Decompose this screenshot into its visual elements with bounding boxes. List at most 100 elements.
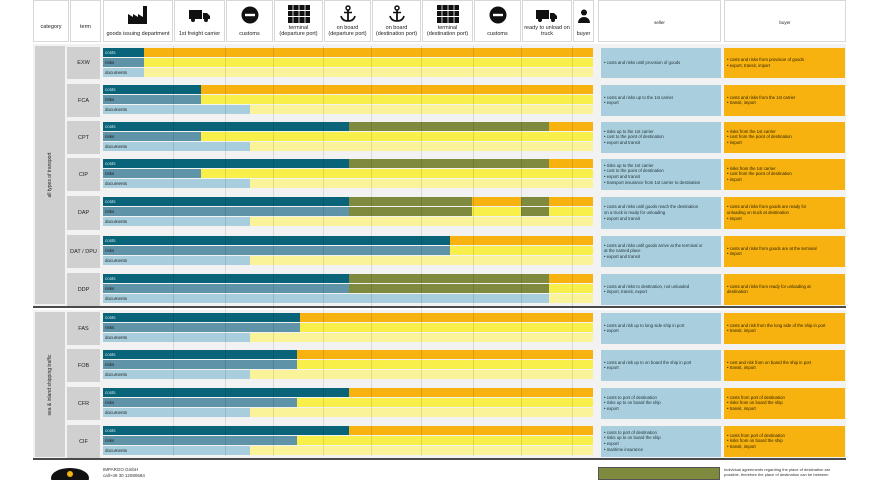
seller-obligation-line: • costs and risk up to long side ship in…: [604, 322, 685, 328]
buyer-obligation-line: • import: [727, 251, 742, 257]
header-stage-goods-issuing: goods issuing department: [103, 0, 173, 42]
term-dap: DAP: [67, 196, 100, 230]
risks-bar-segment: risks: [103, 323, 300, 332]
buyer-obligation-line: • import: [727, 215, 742, 221]
seller-obligation-line: • export: [604, 100, 619, 106]
seller-obligation-line: • cost to the point of destination: [604, 168, 664, 174]
category-all-transport: all types of transport: [35, 46, 65, 304]
seller-obligations: • costs to port of destination • risks up…: [601, 426, 721, 457]
documents-bar-segment: documents: [103, 370, 250, 379]
risks-bar-segment: risks: [103, 398, 297, 407]
seller-obligations: • costs and risks until provision of goo…: [601, 48, 721, 78]
term-cif: CIF: [67, 425, 100, 458]
seller-obligation-line: • costs and risks until goods reach the …: [604, 204, 699, 209]
risks-bar-segment: [297, 436, 593, 445]
buyer-obligations: • costs and risks from goods are at the …: [724, 236, 845, 267]
buyer-obligation-line: • costs and risk from the long side of t…: [727, 322, 826, 328]
risks-bar-segment: risks: [103, 58, 144, 67]
anchor-icon: [388, 5, 406, 26]
flexible-note: Individual agreements regarding the plac…: [724, 467, 831, 478]
risks-bar-segment: [201, 169, 593, 178]
buyer-obligations: • costs and risk from the long side of t…: [724, 313, 845, 344]
risks-bar-segment: risks: [103, 207, 349, 216]
anchor-icon: [339, 5, 357, 26]
buyer-obligations: • costs and risks from the 1st carrier • …: [724, 85, 845, 116]
buyer-obligations: • risks from the 1st carrier • cost from …: [724, 159, 845, 190]
seller-obligations: • risks up to the 1st carrier • cost to t…: [601, 122, 721, 153]
header-stage-onboard-destination: on board (destination port): [372, 0, 421, 42]
header-stage-customs-1: customs: [226, 0, 273, 42]
risks-bar-segment: risks: [103, 284, 349, 293]
header-stage-ready-to-unload: ready to unload on truck: [522, 0, 572, 42]
term-ddp: DDP: [67, 273, 100, 306]
documents-bar-segment: [250, 333, 593, 342]
documents-bar-segment: [250, 370, 593, 379]
buyer-obligations: • costs and risks from provision of good…: [724, 48, 845, 78]
buyer-obligation-line: • costs from port of destination: [727, 432, 785, 438]
stage-divider: [173, 46, 174, 456]
buyer-obligations: • costs and risks from goods are ready f…: [724, 197, 845, 229]
seller-obligation-line: on a truck is ready for unloading: [604, 209, 666, 215]
documents-bar-segment: documents: [103, 294, 549, 303]
stage-divider: [473, 46, 474, 456]
seller-obligation-line: • costs to port of destination: [604, 394, 657, 400]
costs-bar-segment: costs: [103, 48, 144, 57]
risks-bar-segment: [201, 132, 593, 141]
risks-bar-segment: [450, 246, 593, 255]
seller-obligation-line: • transport insurance from 1st carrier t…: [604, 179, 701, 185]
costs-bar-segment: costs: [103, 350, 297, 359]
person-icon: [577, 9, 590, 26]
seller-obligation-line: • export: [604, 406, 619, 412]
costs-bar-segment: costs: [103, 388, 349, 397]
costs-bar-segment: [349, 159, 549, 168]
buyer-obligation-line: • risks from the 1st carrier: [727, 165, 776, 171]
buyer-obligation-line: • transit, import: [727, 328, 756, 334]
header-stage-onboard-departure: on board (departure port): [324, 0, 371, 42]
buyer-obligation-line: unloading on truck at destination: [727, 209, 789, 215]
header-buyer: buyer: [724, 0, 846, 42]
costs-bar-segment: [201, 85, 593, 94]
costs-bar-segment: [349, 426, 593, 435]
header-seller: seller: [598, 0, 721, 42]
documents-bar-segment: [250, 217, 593, 226]
stage-divider: [371, 46, 372, 456]
term-fas: FAS: [67, 312, 100, 345]
term-exw: EXW: [67, 47, 100, 79]
seller-obligation-line: • export: [604, 365, 619, 371]
risks-bar-segment: [297, 398, 593, 407]
term-fob: FOB: [67, 349, 100, 382]
documents-bar-segment: documents: [103, 446, 250, 455]
risks-bar-segment: risks: [103, 95, 201, 104]
factory-icon: [127, 5, 149, 28]
risks-bar-segment: [521, 207, 549, 216]
risks-bar-segment: [349, 284, 549, 293]
truck-icon: [536, 10, 558, 25]
seller-obligation-line: • export and transit: [604, 254, 640, 260]
term-dat-dpu: DAT / DPU: [67, 235, 100, 268]
seller-obligation-line: • risks up to on board the ship: [604, 400, 661, 406]
buyer-obligation-line: destination: [727, 289, 748, 295]
costs-bar-segment: [349, 388, 593, 397]
risks-bar-segment: [297, 360, 593, 369]
buyer-obligations: • costs from port of destination • risks …: [724, 426, 845, 457]
documents-bar-segment: [250, 105, 593, 114]
documents-bar-segment: [250, 142, 593, 151]
costs-bar-segment: [549, 197, 593, 206]
buyer-obligation-line: • import: [727, 177, 742, 183]
seller-obligation-line: • costs and risk up to on board the ship…: [604, 359, 692, 365]
costs-bar-segment: [450, 236, 593, 245]
stage-divider: [421, 46, 422, 456]
documents-bar-segment: [250, 179, 593, 188]
customs-stop-icon: [489, 6, 507, 27]
stage-divider: [225, 46, 226, 456]
costs-bar-segment: costs: [103, 426, 349, 435]
company-info: IMPARGO GmbH call+49 30 12080684: [103, 467, 145, 479]
buyer-obligation-line: • cost from the point of destination: [727, 134, 792, 140]
seller-obligations: • costs and risks up to the 1st carrier •…: [601, 85, 721, 116]
risks-bar-segment: risks: [103, 436, 297, 445]
buyer-obligation-line: • risks from the 1st carrier: [727, 128, 776, 134]
documents-bar-segment: documents: [103, 105, 250, 114]
costs-bar-segment: costs: [103, 236, 450, 245]
stage-divider: [323, 46, 324, 456]
seller-obligation-line: • costs and risks until goods arrive at …: [604, 242, 703, 248]
